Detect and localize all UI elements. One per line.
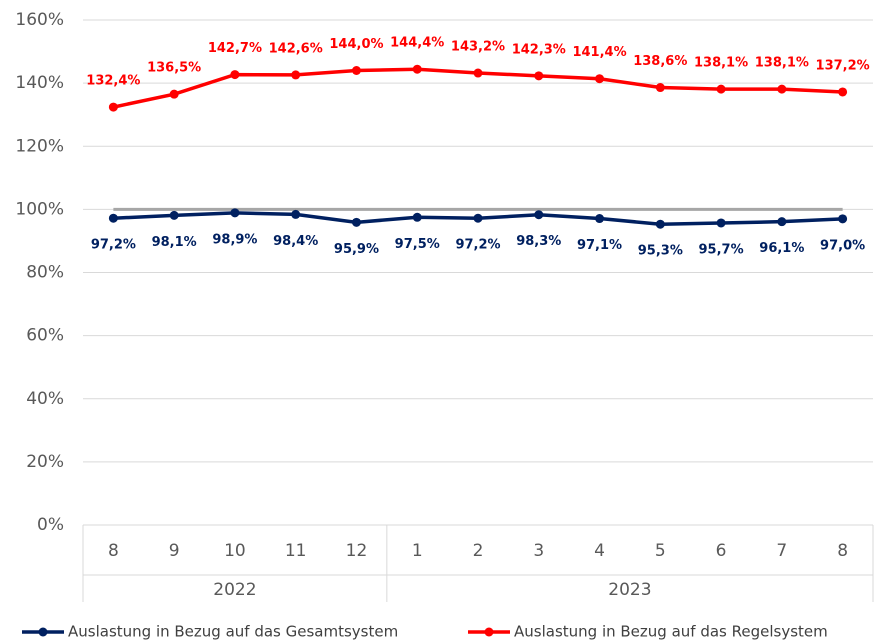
legend-marker <box>38 627 48 637</box>
data-label: 97,2% <box>455 238 500 253</box>
data-point <box>655 219 665 229</box>
data-point <box>291 209 301 219</box>
x-tick-label: 7 <box>776 541 787 561</box>
data-point <box>777 217 787 227</box>
x-tick-label: 5 <box>655 541 666 561</box>
data-point <box>169 89 179 99</box>
data-point <box>108 213 118 223</box>
data-label: 138,1% <box>755 56 809 71</box>
data-label: 138,6% <box>633 54 687 69</box>
data-label: 142,3% <box>512 42 566 57</box>
data-label: 98,3% <box>516 234 561 249</box>
data-point <box>291 70 301 80</box>
data-label: 137,2% <box>816 58 870 73</box>
y-tick-label: 140% <box>15 73 64 93</box>
y-tick-label: 120% <box>15 136 64 156</box>
y-tick-label: 160% <box>15 10 64 30</box>
y-tick-label: 100% <box>15 199 64 219</box>
data-point <box>230 70 240 80</box>
data-point <box>108 102 118 112</box>
legend-marker <box>484 627 494 637</box>
data-point <box>655 83 665 93</box>
data-label: 138,1% <box>694 56 748 71</box>
x-tick-label: 2 <box>473 541 484 561</box>
data-label: 95,9% <box>334 242 379 257</box>
data-point <box>716 218 726 228</box>
x-tick-label: 1 <box>412 541 423 561</box>
data-label: 132,4% <box>86 74 140 89</box>
data-label: 95,3% <box>638 244 683 259</box>
data-point <box>838 214 848 224</box>
y-tick-label: 60% <box>26 326 64 346</box>
data-point <box>412 212 422 222</box>
y-tick-label: 80% <box>26 263 64 283</box>
group-label: 2022 <box>213 580 256 600</box>
data-point <box>777 84 787 94</box>
data-point <box>230 208 240 218</box>
x-tick-label: 6 <box>716 541 727 561</box>
x-tick-label: 10 <box>224 541 246 561</box>
data-label: 97,5% <box>395 237 440 252</box>
data-point <box>412 64 422 74</box>
data-label: 142,7% <box>208 41 262 56</box>
data-label: 136,5% <box>147 61 201 76</box>
data-label: 144,4% <box>390 36 444 51</box>
data-point <box>351 217 361 227</box>
data-label: 98,9% <box>212 232 257 247</box>
x-tick-label: 4 <box>594 541 605 561</box>
data-point <box>351 66 361 75</box>
data-point <box>534 210 544 220</box>
data-label: 95,7% <box>699 242 744 257</box>
x-tick-label: 12 <box>346 541 368 561</box>
group-label: 2023 <box>608 580 651 600</box>
data-point <box>595 214 605 224</box>
y-tick-label: 40% <box>26 389 64 409</box>
x-tick-label: 11 <box>285 541 307 561</box>
data-label: 98,4% <box>273 234 318 249</box>
legend-label: Auslastung in Bezug auf das Gesamtsystem <box>68 623 398 641</box>
data-label: 97,1% <box>577 238 622 253</box>
data-point <box>716 84 726 94</box>
data-label: 141,4% <box>572 45 626 60</box>
data-label: 97,2% <box>91 238 136 253</box>
x-tick-label: 8 <box>108 541 119 561</box>
data-point <box>473 68 483 78</box>
y-tick-label: 0% <box>37 515 64 535</box>
data-label: 144,0% <box>329 37 383 52</box>
x-tick-label: 8 <box>837 541 848 561</box>
data-point <box>838 87 848 97</box>
data-label: 98,1% <box>152 235 197 250</box>
legend-label: Auslastung in Bezug auf das Regelsystem <box>514 623 828 641</box>
data-label: 96,1% <box>759 241 804 256</box>
x-tick-label: 3 <box>533 541 544 561</box>
data-point <box>473 213 483 223</box>
data-point <box>169 210 179 220</box>
data-label: 143,2% <box>451 40 505 55</box>
x-tick-label: 9 <box>169 541 180 561</box>
data-point <box>534 71 544 81</box>
data-label: 97,0% <box>820 238 865 253</box>
y-tick-label: 20% <box>26 452 64 472</box>
data-label: 142,6% <box>269 41 323 56</box>
data-point <box>595 74 605 84</box>
